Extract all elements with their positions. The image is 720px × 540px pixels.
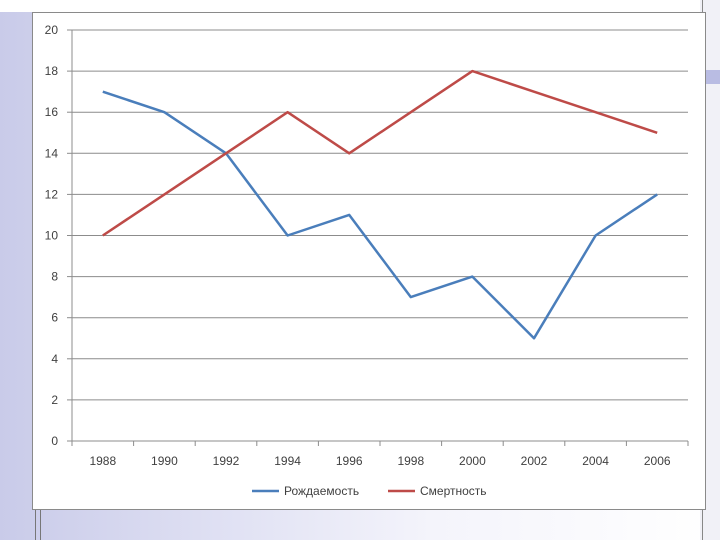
y-tick-label: 16 (45, 105, 59, 119)
y-tick-label: 14 (45, 146, 59, 160)
slide-left-rule (35, 510, 36, 540)
legend-label: Рождаемость (284, 484, 359, 498)
y-tick-label: 8 (51, 270, 58, 284)
x-tick-label: 1992 (213, 454, 240, 468)
x-tick-label: 1994 (274, 454, 301, 468)
series-lines (102, 69, 658, 340)
axes (71, 30, 688, 442)
y-tick-label: 10 (45, 229, 59, 243)
chart-frame (32, 12, 706, 510)
y-tick-label: 4 (51, 352, 58, 366)
x-category-dividers (71, 441, 689, 446)
series-line-1 (102, 90, 658, 340)
x-tick-label: 2002 (521, 454, 548, 468)
x-tick-label: 1990 (151, 454, 178, 468)
series-line-2 (102, 69, 658, 237)
legend-label: Смертность (420, 484, 487, 498)
slide-top-strip (0, 0, 720, 12)
y-tick-labels: 0 2 4 6 8 10 12 14 16 18 20 (45, 23, 59, 448)
gridlines (67, 29, 688, 442)
y-tick-label: 18 (45, 64, 59, 78)
legend: Рождаемость Смертность (252, 484, 487, 498)
x-tick-label: 2000 (459, 454, 486, 468)
y-tick-label: 0 (51, 434, 58, 448)
x-tick-label: 1996 (336, 454, 363, 468)
y-tick-label: 20 (45, 23, 59, 37)
x-tick-label: 1988 (89, 454, 116, 468)
y-tick-label: 6 (51, 311, 58, 325)
x-tick-label: 2006 (644, 454, 671, 468)
y-tick-label: 12 (45, 187, 59, 201)
slide-corner-mark (704, 70, 720, 84)
x-tick-label: 2004 (582, 454, 609, 468)
y-tick-label: 2 (51, 393, 58, 407)
x-tick-labels: 1988 1990 1992 1994 1996 1998 2000 2002 2004 2006 (89, 454, 670, 468)
x-tick-label: 1998 (397, 454, 424, 468)
slide-left-rule (40, 510, 41, 540)
